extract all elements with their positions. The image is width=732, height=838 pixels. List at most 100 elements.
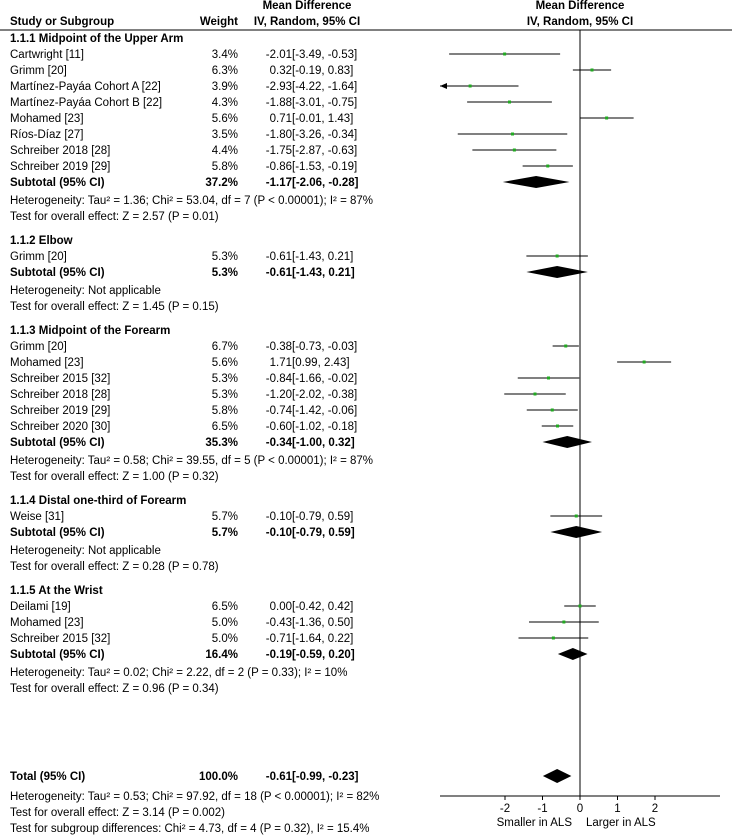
study-ci-text: -0.86 [266,161,292,173]
subgroup-title: 1.1.4 Distal one-third of Forearm [10,495,186,507]
point-estimate [547,376,550,380]
study-name: Schreiber 2019 [29] [10,161,110,173]
study-weight: 6.5% [212,421,238,433]
point-estimate [556,424,559,428]
subtotal-diamond [526,266,588,278]
footer-statistic: Test for overall effect: Z = 3.14 (P = 0… [10,807,225,819]
x-tick-label: -1 [537,803,547,815]
subgroup-heterogeneity: Heterogeneity: Tau² = 0.58; Chi² = 39.55… [10,455,373,467]
study-name: Mohamed [23] [10,357,84,369]
point-estimate [605,116,609,120]
subgroup-overall-effect: Test for overall effect: Z = 1.45 (P = 0… [10,301,219,313]
study-ci-text-interval: [-1.02, -0.18] [292,421,357,433]
subgroup-heterogeneity: Heterogeneity: Not applicable [10,545,161,557]
point-estimate [512,148,516,152]
subgroup-title: 1.1.2 Elbow [10,235,73,247]
study-weight: 6.7% [212,341,238,353]
study-name: Schreiber 2015 [32] [10,633,110,645]
study-ci-text-interval: [-3.01, -0.75] [292,97,357,109]
study-ci-text: -0.10 [266,511,292,523]
study-ci-text-interval: [-3.49, -0.53] [292,49,357,61]
study-name: Martínez-Payáa Cohort B [22] [10,97,162,109]
total-ci-text: -0.61 [266,771,293,783]
subtotal-label: Subtotal (95% CI) [10,177,105,189]
subgroup-overall-effect: Test for overall effect: Z = 1.00 (P = 0… [10,471,219,483]
study-weight: 6.3% [212,65,238,77]
x-tick-label: -2 [500,803,510,815]
subtotal-ci-text-interval: [-1.00, 0.32] [292,437,355,449]
study-ci-text: -2.01 [266,49,292,61]
study-ci-text-interval: [-1.64, 0.22] [292,633,353,645]
x-tick-label: 1 [614,803,620,815]
ci-arrow [440,83,447,89]
subgroup-heterogeneity: Heterogeneity: Tau² = 0.02; Chi² = 2.22,… [10,667,347,679]
study-name: Mohamed [23] [10,113,84,125]
study-weight: 3.4% [212,49,238,61]
axis-label-left: Smaller in ALS [497,817,573,829]
point-estimate [562,620,566,624]
point-estimate [551,636,555,640]
footer-statistic: Test for subgroup differences: Chi² = 4.… [10,823,369,835]
total-ci-text-interval: [-0.99, -0.23] [292,771,359,783]
total-label: Total (95% CI) [10,771,85,783]
study-ci-text: 1.71 [270,357,292,369]
study-ci-text: -1.80 [266,129,292,141]
study-name: Schreiber 2015 [32] [10,373,110,385]
study-ci-text-interval: [-1.42, -0.06] [292,405,357,417]
subtotal-label: Subtotal (95% CI) [10,437,105,449]
subtotal-weight: 16.4% [205,649,238,661]
point-estimate [533,392,537,396]
study-ci-text-interval: [-0.73, -0.03] [292,341,357,353]
study-ci-text: -2.93 [266,81,292,93]
study-ci-text-interval: [-0.79, 0.59] [292,511,353,523]
study-name: Martínez-Payáa Cohort A [22] [10,81,161,93]
study-weight: 5.8% [212,161,238,173]
x-tick-label: 0 [577,803,583,815]
study-ci-text: -0.43 [266,617,292,629]
study-weight: 5.6% [212,357,238,369]
subgroup-overall-effect: Test for overall effect: Z = 0.96 (P = 0… [10,683,219,695]
study-ci-text-interval: [-0.19, 0.83] [292,65,353,77]
subtotal-ci-text-interval: [-2.06, -0.28] [292,177,359,189]
study-ci-text: -1.20 [266,389,292,401]
point-estimate [546,164,550,168]
total-diamond [542,769,572,783]
weight-column-header: Weight [200,16,238,28]
md-column-subtitle: IV, Random, 95% CI [254,16,360,28]
subtotal-ci-text-interval: [-0.59, 0.20] [292,649,355,661]
study-weight: 4.3% [212,97,238,109]
subtotal-diamond [542,436,592,448]
point-estimate [642,360,646,364]
point-estimate [511,132,514,136]
subgroup-heterogeneity: Heterogeneity: Tau² = 1.36; Chi² = 53.04… [10,195,373,207]
study-ci-text: -0.84 [266,373,293,385]
study-ci-text-interval: [-2.02, -0.38] [292,389,357,401]
subtotal-diamond [550,526,603,538]
study-name: Schreiber 2018 [28] [10,389,110,401]
subtotal-label: Subtotal (95% CI) [10,649,105,661]
plot-subtitle: IV, Random, 95% CI [527,16,633,28]
subtotal-weight: 35.3% [205,437,238,449]
subtotal-label: Subtotal (95% CI) [10,527,105,539]
study-ci-text-interval: [-1.53, -0.19] [292,161,357,173]
study-ci-text-interval: [-0.01, 1.43] [292,113,353,125]
study-ci-text-interval: [-0.42, 0.42] [292,601,353,613]
study-ci-text: -0.38 [266,341,292,353]
plot-title: Mean Difference [536,0,625,12]
study-weight: 5.3% [212,389,238,401]
subtotal-diamond [557,648,588,660]
study-weight: 5.3% [212,251,238,263]
study-ci-text: -0.71 [266,633,292,645]
study-name: Schreiber 2018 [28] [10,145,110,157]
study-name: Mohamed [23] [10,617,84,629]
subgroup-title: 1.1.3 Midpoint of the Forearm [10,325,170,337]
study-ci-text-interval: [-1.36, 0.50] [292,617,353,629]
study-ci-text-interval: [-4.22, -1.64] [292,81,357,93]
subgroup-title: 1.1.5 At the Wrist [10,585,103,597]
subgroup-title: 1.1.1 Midpoint of the Upper Arm [10,33,183,45]
study-ci-text-interval: [-1.66, -0.02] [292,373,357,385]
study-ci-text: -1.88 [266,97,292,109]
subtotal-weight: 5.3% [212,267,238,279]
study-ci-text-interval: [-1.43, 0.21] [292,251,353,263]
